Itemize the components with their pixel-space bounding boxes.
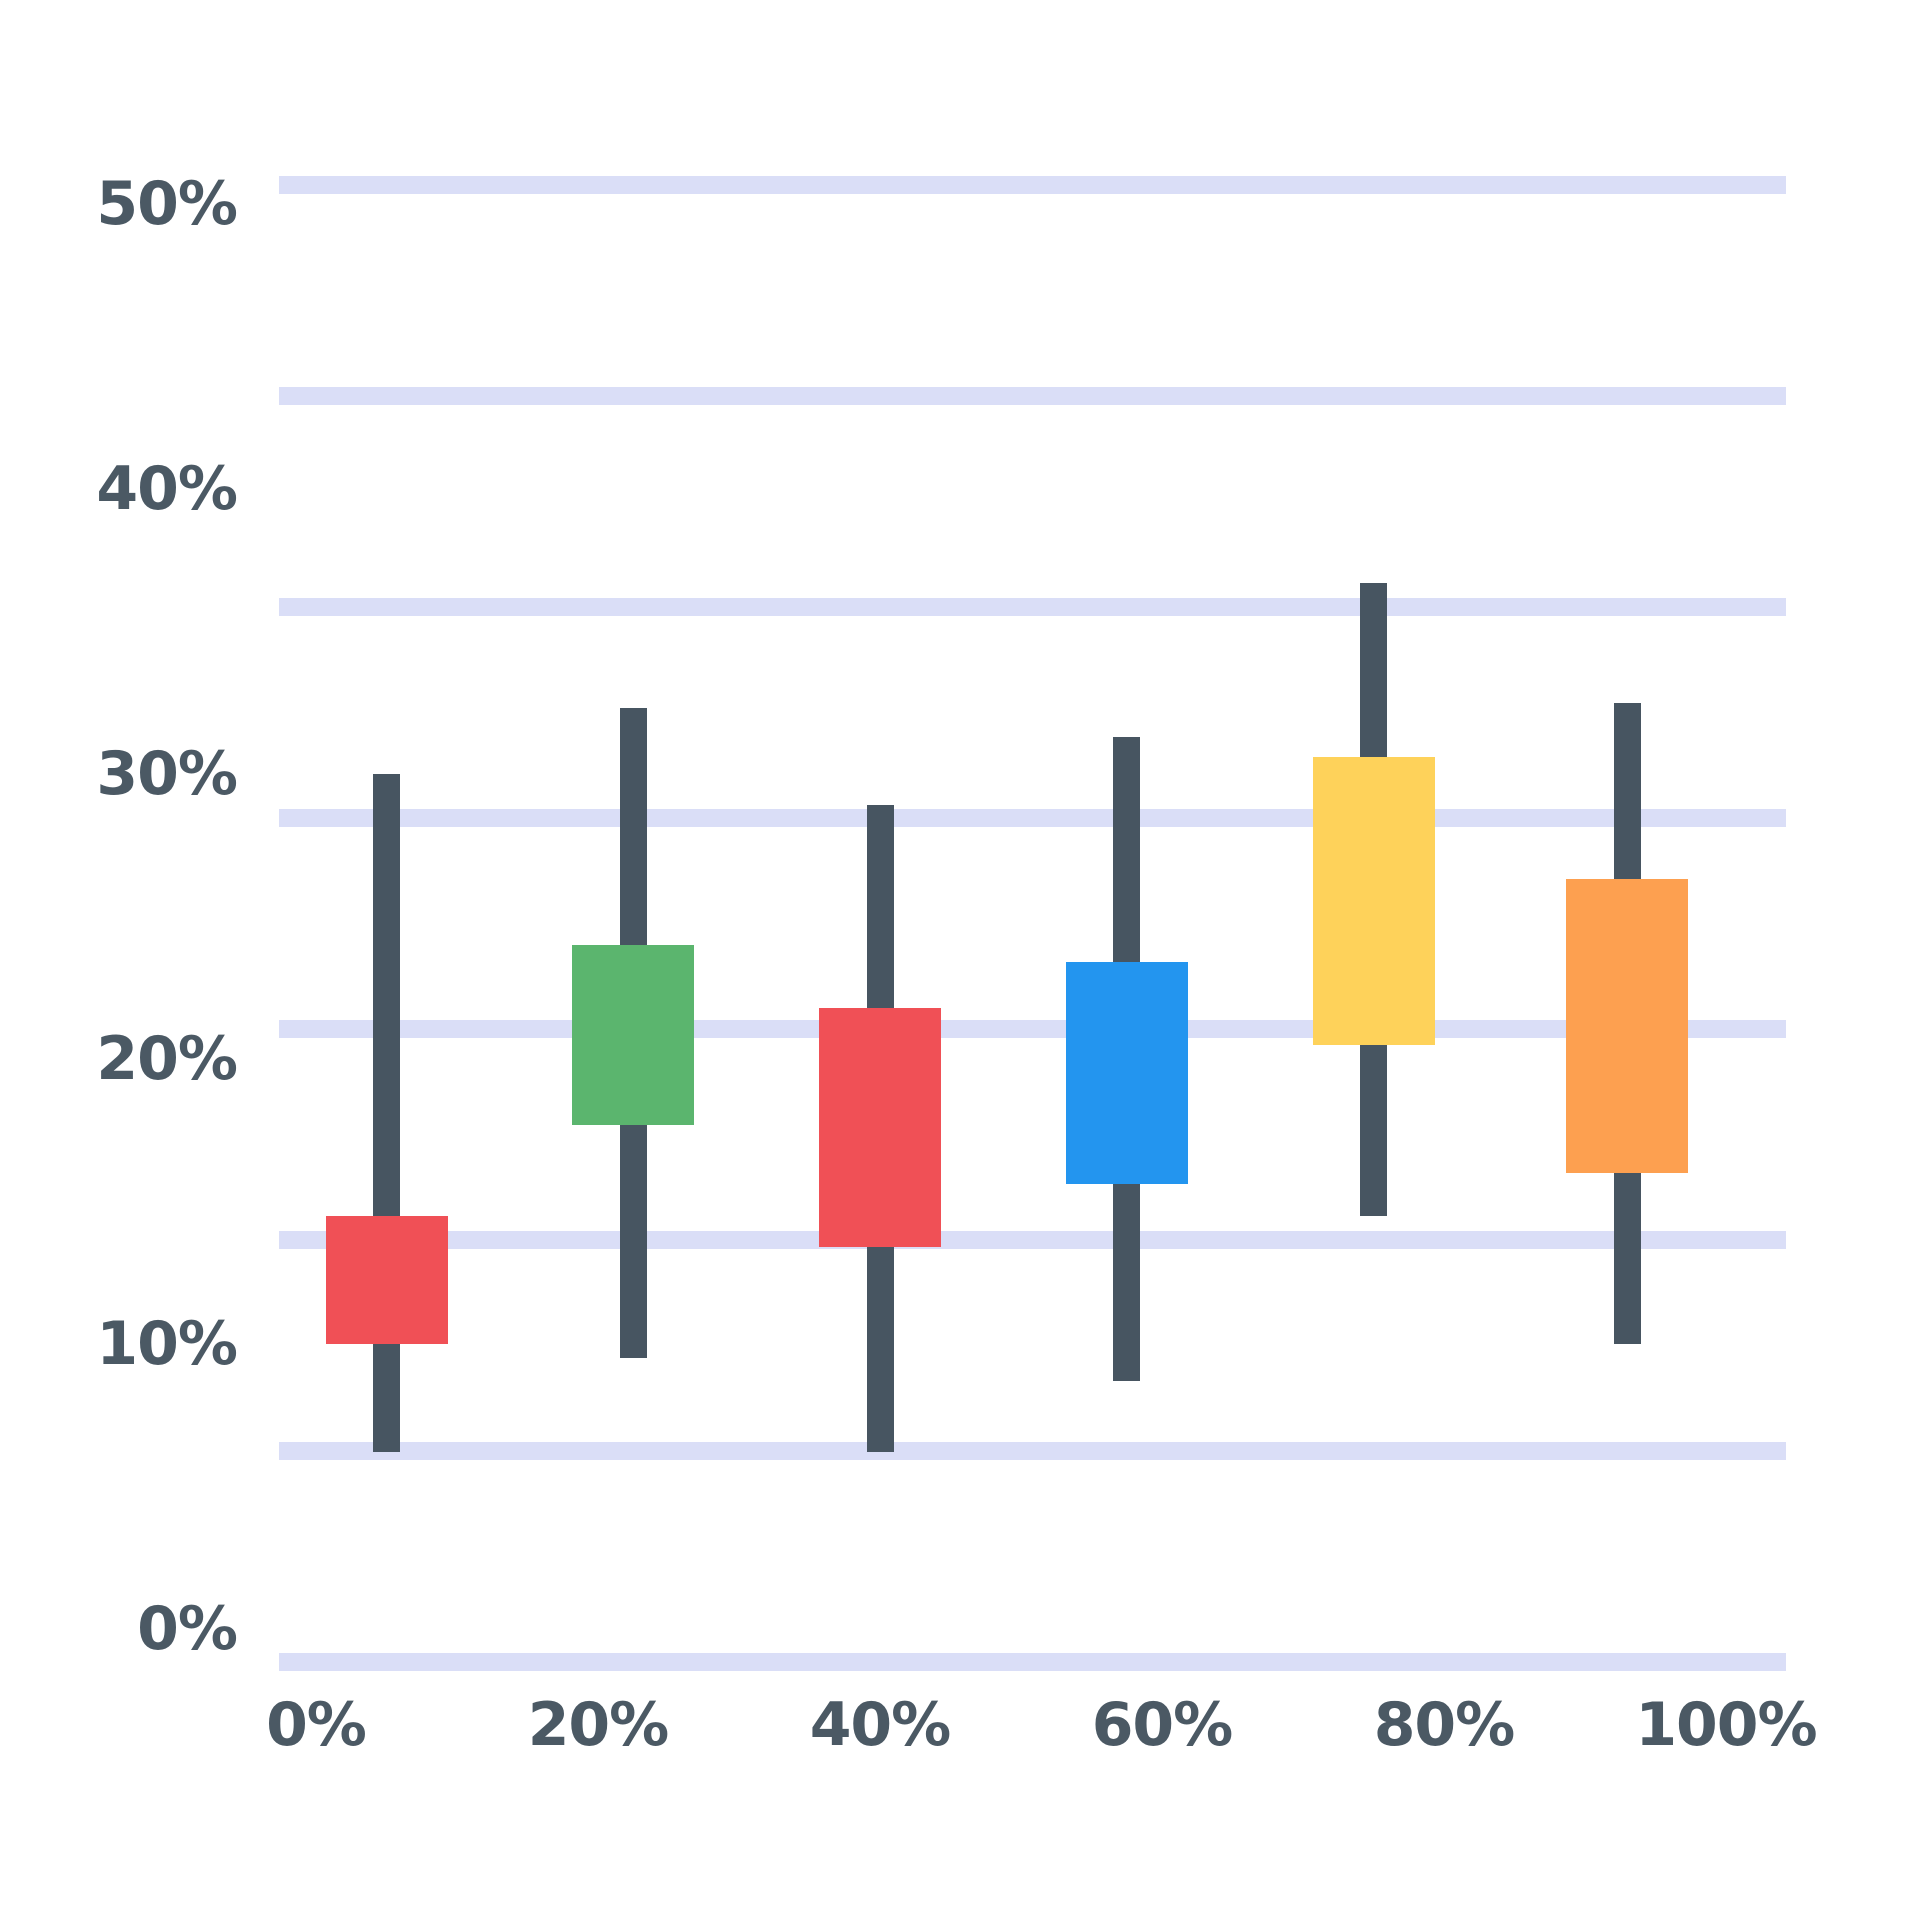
y-axis-tick-label: 30% (96, 739, 238, 809)
candle-body (1566, 879, 1689, 1173)
y-axis-tick-label: 10% (96, 1309, 238, 1379)
candle-wick (373, 774, 400, 1453)
candle-body (325, 1215, 448, 1344)
x-axis-tick-label: 80% (1373, 1690, 1516, 1760)
y-axis-tick-label: 0% (137, 1594, 238, 1664)
x-axis-tick-label: 100% (1635, 1690, 1817, 1760)
gridline (279, 809, 1786, 827)
gridline (279, 1231, 1786, 1249)
x-axis-tick-label: 40% (809, 1690, 952, 1760)
candle-body (1065, 962, 1188, 1185)
x-axis-tick-label: 60% (1091, 1690, 1234, 1760)
gridline (279, 1442, 1786, 1460)
x-axis-tick-label: 0% (266, 1690, 367, 1760)
gridline (279, 1020, 1786, 1038)
gridline (279, 598, 1786, 616)
y-axis-tick-label: 40% (96, 454, 238, 524)
y-axis-tick-label: 20% (96, 1024, 238, 1094)
candle-body (819, 1007, 941, 1248)
gridline (279, 176, 1786, 194)
x-axis-tick-label: 20% (527, 1690, 670, 1760)
y-axis-tick-label: 50% (96, 169, 238, 239)
candle-body (572, 945, 695, 1125)
candle-body (1312, 756, 1435, 1045)
gridline (279, 1653, 1786, 1671)
gridline (279, 387, 1786, 405)
